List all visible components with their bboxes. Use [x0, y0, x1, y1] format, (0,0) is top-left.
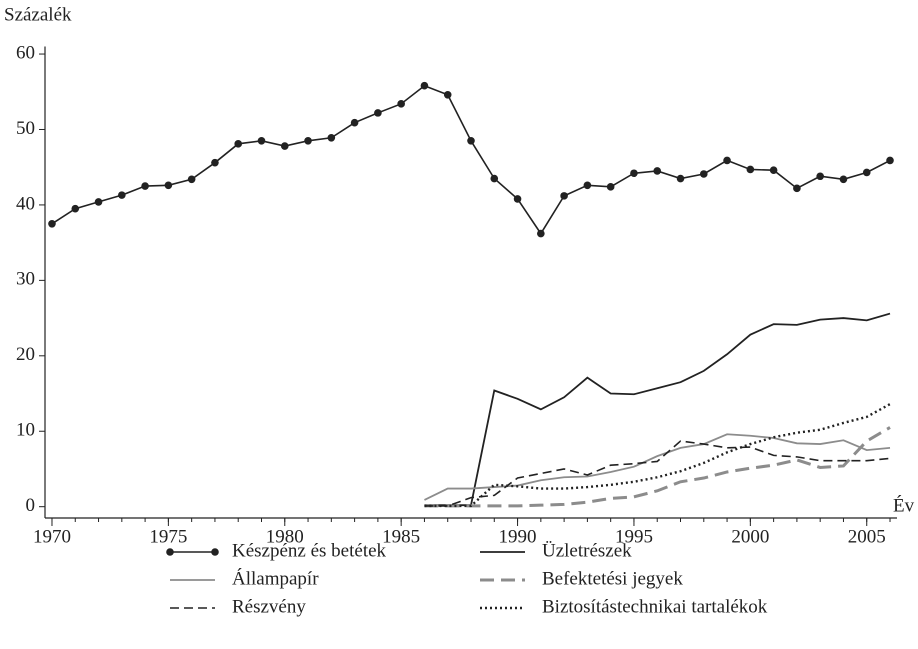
data-point: [94, 198, 103, 206]
data-point: [699, 170, 708, 178]
data-point: [793, 184, 801, 193]
legend-label: Befektetési jegyek: [542, 568, 683, 589]
legend-marker: [211, 548, 219, 556]
data-point: [723, 156, 731, 165]
data-point: [537, 229, 545, 238]
data-point: [420, 81, 429, 90]
x-tick-label: 1995: [615, 526, 653, 547]
y-tick-label: 10: [16, 420, 35, 441]
legend-marker: [166, 548, 174, 556]
data-point: [653, 167, 662, 175]
data-point: [327, 133, 336, 142]
data-point: [769, 166, 778, 175]
series-line: [424, 433, 891, 501]
data-point: [606, 183, 615, 191]
data-point: [630, 169, 638, 178]
x-tick-label: 1970: [33, 526, 71, 547]
series-line: [424, 403, 891, 508]
series-line: [51, 84, 891, 236]
series-line: [424, 440, 891, 507]
y-tick-label: 0: [26, 495, 36, 516]
x-tick-label: 2000: [731, 526, 769, 547]
data-point: [513, 195, 522, 203]
legend-label: Készpénz és betétek: [232, 540, 387, 561]
data-point: [746, 165, 755, 174]
y-tick-label: 20: [16, 344, 35, 365]
data-point: [676, 174, 685, 183]
legend-label: Állampapír: [232, 567, 319, 589]
legend-label: Üzletrészek: [542, 540, 632, 561]
data-point: [118, 191, 126, 199]
data-point: [467, 137, 475, 145]
x-tick-label: 1990: [499, 526, 537, 547]
data-point: [816, 172, 824, 181]
data-point: [490, 174, 499, 183]
y-tick-label: 40: [16, 193, 35, 214]
data-point: [443, 90, 452, 99]
y-tick-label: 60: [16, 42, 35, 63]
series-line: [424, 312, 891, 507]
legend-label: Részvény: [232, 596, 306, 617]
data-point: [397, 100, 405, 108]
x-tick-label: 1985: [382, 526, 420, 547]
x-axis-label: Év: [893, 494, 915, 516]
data-point: [71, 204, 80, 213]
y-axis-label: Százalék: [4, 4, 72, 25]
data-point: [839, 175, 848, 184]
data-point: [374, 109, 382, 117]
data-point: [304, 137, 312, 145]
data-point: [560, 192, 568, 200]
x-tick-label: 1980: [266, 526, 304, 547]
data-point: [234, 140, 243, 148]
y-tick-label: 50: [16, 118, 35, 139]
data-point: [583, 181, 592, 190]
data-point: [141, 182, 149, 190]
data-point: [48, 219, 56, 228]
x-tick-label: 1975: [149, 526, 187, 547]
y-tick-label: 30: [16, 269, 35, 290]
x-tick-label: 2005: [848, 526, 886, 547]
data-point: [257, 137, 266, 145]
data-point: [862, 168, 871, 177]
data-point: [886, 156, 894, 165]
data-point: [280, 142, 289, 150]
series-line: [424, 426, 891, 508]
data-point: [350, 118, 359, 127]
data-point: [164, 181, 173, 190]
data-point: [211, 158, 219, 167]
legend-label: Biztosítástechnikai tartalékok: [542, 596, 768, 617]
data-point: [187, 175, 196, 184]
